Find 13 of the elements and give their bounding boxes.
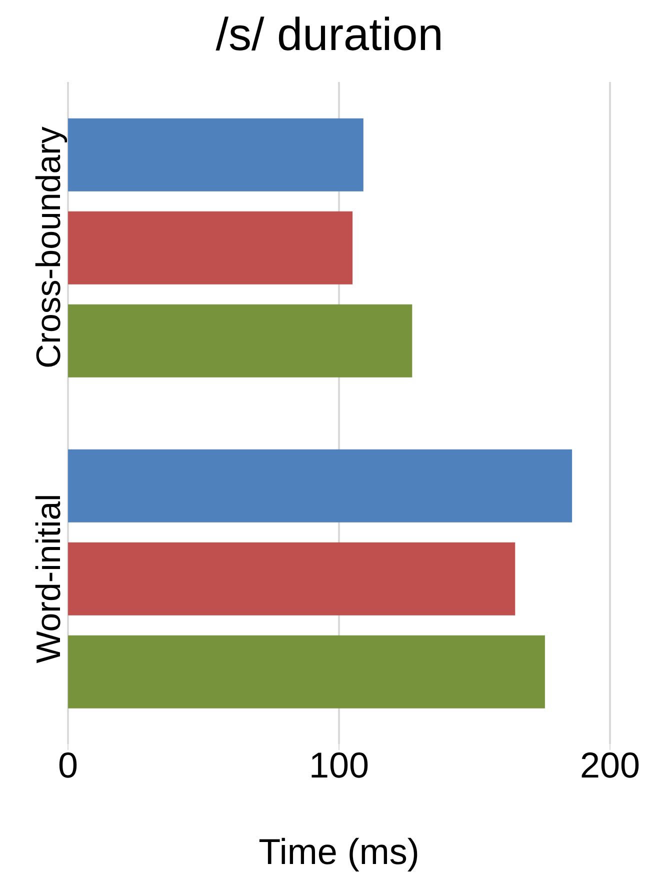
y-tick-label: Cross-boundary	[30, 126, 68, 368]
x-tick-label: 100	[308, 744, 370, 786]
bar	[68, 449, 572, 522]
bar	[68, 211, 353, 284]
bar	[68, 542, 516, 616]
bar	[68, 635, 545, 708]
bar	[68, 118, 364, 192]
x-tick-label: 200	[580, 744, 640, 786]
x-tick-label: 0	[58, 744, 78, 786]
x-axis-title: Time (ms)	[258, 831, 420, 872]
chart-title: /s/ duration	[214, 7, 444, 62]
bar	[68, 304, 412, 378]
y-tick-label: Word-initial	[30, 494, 68, 664]
